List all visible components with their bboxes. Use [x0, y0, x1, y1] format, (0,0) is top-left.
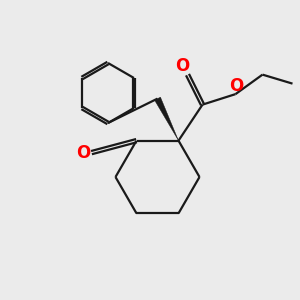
Text: O: O — [175, 57, 189, 75]
Polygon shape — [154, 97, 178, 141]
Text: O: O — [229, 77, 243, 95]
Text: O: O — [76, 144, 90, 162]
